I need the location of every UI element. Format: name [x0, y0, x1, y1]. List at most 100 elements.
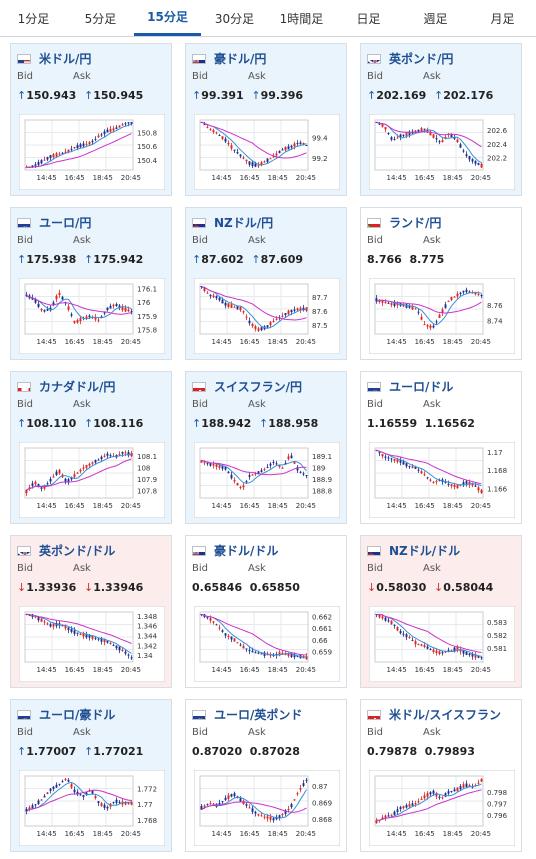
- candle: [302, 780, 305, 788]
- pair-name[interactable]: カナダドル/円: [39, 380, 116, 394]
- tab-4[interactable]: 1時間足: [279, 11, 324, 26]
- rate-card[interactable]: 米ドル/円 Bid Ask ↑150.943 ↑150.945 150.8 150.6 15…: [10, 43, 172, 196]
- pair-name[interactable]: スイスフラン/円: [214, 380, 303, 394]
- flag-icon: [192, 709, 206, 720]
- rate-card[interactable]: ユーロ/英ポンド Bid Ask 0.87020 0.87028 0.87 0.869 0.…: [185, 699, 347, 852]
- candle: [429, 791, 432, 798]
- rate-card[interactable]: ユーロ/円 Bid Ask ↑175.938 ↑175.942 176.1 176 175.…: [10, 207, 172, 360]
- rate-card[interactable]: スイスフラン/円 Bid Ask ↑188.942 ↑188.958 189.1 189 1…: [185, 371, 347, 524]
- candle: [260, 327, 263, 332]
- bid-value: 0.87020: [192, 745, 243, 758]
- candle: [236, 482, 239, 486]
- candle: [462, 649, 465, 657]
- tab-5[interactable]: 日足: [356, 11, 381, 26]
- rate-card[interactable]: 豪ドル/円 Bid Ask ↑99.391 ↑99.396 99.4 99.2 14:45 1…: [185, 43, 347, 196]
- pair-name[interactable]: ユーロ/ドル: [389, 380, 454, 394]
- x-tick-label: 16:45: [65, 502, 85, 510]
- y-tick-label: 1.168: [487, 467, 507, 475]
- card-header: カナダドル/円: [17, 378, 115, 395]
- x-tick-label: 18:45: [443, 502, 463, 510]
- tab-6[interactable]: 週足: [423, 11, 448, 26]
- pair-name[interactable]: 英ポンド/円: [389, 52, 454, 66]
- rate-card[interactable]: 英ポンド/円 Bid Ask ↑202.169 ↑202.176 202.6 202.4 2…: [360, 43, 522, 196]
- tab-0[interactable]: 1分足: [17, 11, 50, 26]
- tab-7[interactable]: 月足: [490, 11, 515, 26]
- mini-chart[interactable]: 108.1 108 107.9 107.8 14:45 16:45 18:45 20:45: [19, 442, 165, 518]
- mini-chart[interactable]: 1.17 1.168 1.166 14:45 16:45 18:45 20:45: [369, 442, 515, 518]
- pair-name[interactable]: ユーロ/円: [39, 216, 92, 230]
- candle: [221, 629, 224, 633]
- ask-label: Ask: [73, 563, 91, 574]
- rate-card[interactable]: 英ポンド/ドル Bid Ask ↓1.33936 ↓1.33946 1.348 1.346…: [10, 535, 172, 688]
- candle: [118, 125, 121, 128]
- mini-chart[interactable]: 0.662 0.661 0.66 0.659 14:45 16:45 18:45 20:45: [194, 606, 340, 682]
- pair-name[interactable]: 豪ドル/ドル: [214, 544, 279, 558]
- x-tick-label: 14:45: [212, 502, 232, 510]
- mini-chart[interactable]: 202.6 202.4 202.2 14:45 16:45 18:45 20:45: [369, 114, 515, 190]
- candle: [393, 624, 396, 629]
- tab-1[interactable]: 5分足: [84, 11, 117, 26]
- y-tick-label: 0.582: [487, 632, 507, 640]
- y-tick-label: 1.344: [137, 633, 158, 641]
- candle: [305, 653, 308, 660]
- x-tick-label: 14:45: [37, 830, 57, 838]
- y-tick-label: 0.662: [312, 613, 332, 621]
- candle: [384, 299, 387, 304]
- mini-chart[interactable]: 1.348 1.346 1.344 1.342 1.34 14:45 16:45 18:45 2…: [19, 606, 165, 682]
- tab-3[interactable]: 30分足: [214, 11, 255, 26]
- candle: [432, 647, 435, 654]
- y-tick-label: 0.797: [487, 800, 507, 808]
- mini-chart[interactable]: 87.7 87.6 87.5 14:45 16:45 18:45 20:45: [194, 278, 340, 354]
- candle: [97, 637, 100, 642]
- candle: [49, 154, 52, 162]
- pair-name[interactable]: NZドル/円: [214, 216, 274, 230]
- mini-chart[interactable]: 0.583 0.582 0.581 14:45 16:45 18:45 20:45: [369, 606, 515, 682]
- candle: [52, 473, 55, 478]
- candle: [55, 782, 58, 788]
- ma-short-line: [201, 789, 307, 819]
- pair-name[interactable]: NZドル/ドル: [389, 544, 461, 558]
- rate-card[interactable]: カナダドル/円 Bid Ask ↑108.110 ↑108.116 108.1 108 10…: [10, 371, 172, 524]
- x-tick-label: 18:45: [443, 666, 463, 674]
- mini-chart[interactable]: 0.798 0.797 0.796 14:45 16:45 18:45 20:45: [369, 770, 515, 846]
- y-tick-label: 0.796: [487, 812, 508, 820]
- rate-card[interactable]: NZドル/ドル Bid Ask ↓0.58030 ↓0.58044 0.583 0.582…: [360, 535, 522, 688]
- pair-name[interactable]: ユーロ/豪ドル: [39, 708, 116, 722]
- pair-name[interactable]: ランド/円: [389, 216, 442, 230]
- rate-card[interactable]: 米ドル/スイスフラン Bid Ask 0.79878 0.79893 0.798 0.79…: [360, 699, 522, 852]
- rate-card[interactable]: ランド/円 Bid Ask 8.766 8.775 8.76 8.74 14:45 16:45…: [360, 207, 522, 360]
- rate-card[interactable]: NZドル/円 Bid Ask ↑87.602 ↑87.609 87.7 87.6 87.5 1…: [185, 207, 347, 360]
- pair-name[interactable]: ユーロ/英ポンド: [214, 708, 303, 722]
- pair-name[interactable]: 米ドル/スイスフラン: [389, 708, 502, 722]
- candle: [399, 457, 402, 466]
- bid-value: 150.943: [26, 89, 77, 102]
- tab-2[interactable]: 15分足: [134, 0, 201, 36]
- mini-chart[interactable]: 0.87 0.869 0.868 14:45 16:45 18:45 20:45: [194, 770, 340, 846]
- card-header: ユーロ/ドル: [367, 378, 453, 395]
- pair-name[interactable]: 米ドル/円: [39, 52, 92, 66]
- mini-chart[interactable]: 150.8 150.6 150.4 14:45 16:45 18:45 20:45: [19, 114, 165, 190]
- quote-values: ↑108.110 ↑108.116: [17, 417, 143, 430]
- candle: [474, 292, 477, 296]
- mini-chart[interactable]: 99.4 99.2 14:45 16:45 18:45 20:45: [194, 114, 340, 190]
- rate-card[interactable]: 豪ドル/ドル Bid Ask 0.65846 0.65850 0.662 0.661 0.6…: [185, 535, 347, 688]
- rate-card[interactable]: ユーロ/豪ドル Bid Ask ↑1.77007 ↑1.77021 1.772 1.77 1…: [10, 699, 172, 852]
- mini-chart[interactable]: 1.772 1.77 1.768 14:45 16:45 18:45 20:45: [19, 770, 165, 846]
- x-tick-label: 18:45: [268, 830, 288, 838]
- pair-name[interactable]: 英ポンド/ドル: [39, 544, 116, 558]
- candle: [209, 294, 212, 299]
- mini-chart[interactable]: 8.76 8.74 14:45 16:45 18:45 20:45: [369, 278, 515, 354]
- x-tick-label: 14:45: [212, 338, 232, 346]
- mini-chart[interactable]: 189.1 189 188.9 188.8 14:45 16:45 18:45 20:45: [194, 442, 340, 518]
- card-header: NZドル/ドル: [367, 542, 460, 559]
- mini-chart[interactable]: 176.1 176 175.9 175.8 14:45 16:45 18:45 20:45: [19, 278, 165, 354]
- bid-value: 0.79878: [367, 745, 418, 758]
- candle: [441, 650, 444, 656]
- rate-card[interactable]: ユーロ/ドル Bid Ask 1.16559 1.16562 1.17 1.168 1.16…: [360, 371, 522, 524]
- y-tick-label: 176.1: [137, 286, 157, 294]
- y-tick-label: 188.9: [312, 476, 332, 484]
- candle: [25, 489, 28, 496]
- pair-name[interactable]: 豪ドル/円: [214, 52, 267, 66]
- candle: [384, 814, 387, 821]
- candle: [462, 479, 465, 488]
